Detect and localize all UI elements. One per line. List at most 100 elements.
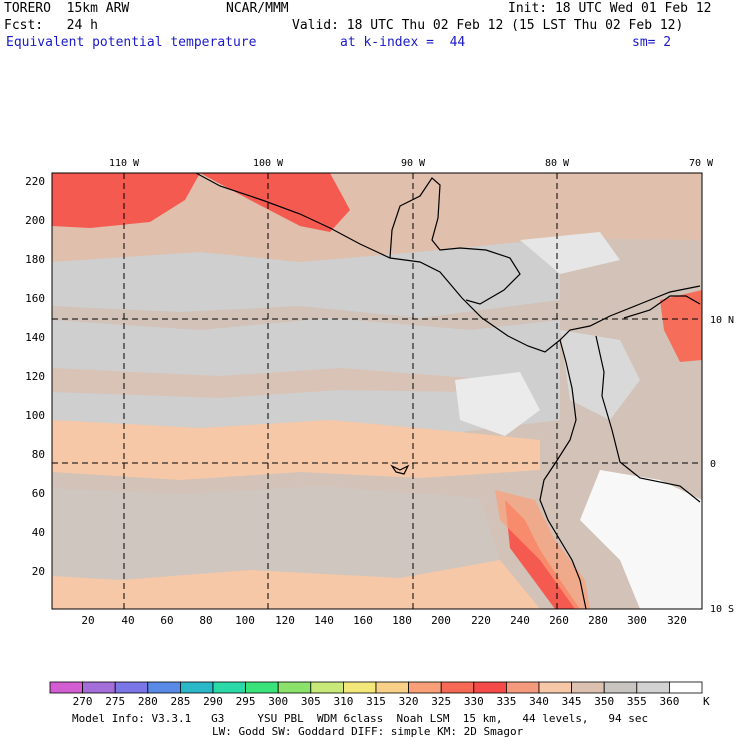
model-info-line1: Model Info: V3.3.1 G3 YSU PBL WDM 6class… — [72, 712, 649, 725]
smoothing-info: sm= 2 — [632, 35, 672, 50]
y-tick: 60 — [32, 487, 45, 500]
colorbar-label: 305 — [301, 695, 321, 708]
coast-venezuela — [623, 295, 701, 319]
colorbar-swatch — [179, 681, 214, 694]
lon-label-110w: 110 W — [109, 158, 140, 169]
hot-northwest — [52, 173, 200, 228]
colorbar-swatch — [147, 681, 181, 694]
colorbar-unit: K — [703, 695, 710, 708]
galapagos — [390, 464, 410, 475]
lat-label-0: 0 — [710, 459, 716, 470]
hot-mexico-coast — [200, 173, 350, 232]
colorbar-swatch — [538, 681, 572, 694]
lon-label-100w: 100 W — [253, 158, 284, 169]
pale-pacific — [455, 372, 540, 436]
x-tick: 100 — [235, 614, 255, 627]
lon-label-90w: 90 W — [401, 158, 426, 169]
y-tick: 100 — [25, 409, 45, 422]
valid-time: Valid: 18 UTC Thu 02 Feb 12 (15 LST Thu … — [292, 18, 684, 33]
hot-venezuela — [660, 290, 702, 362]
x-tick: 140 — [314, 614, 334, 627]
colorbar-swatch — [669, 681, 703, 694]
coast-south-america — [539, 339, 587, 609]
colorbar-label: 275 — [105, 695, 125, 708]
band-grey-1 — [52, 238, 560, 318]
y-tick: 220 — [25, 175, 45, 188]
warm-peru-coast — [495, 490, 590, 609]
x-tick: 260 — [549, 614, 569, 627]
colorbar-swatch — [342, 681, 377, 694]
forecast-hour: Fcst: 24 h — [4, 18, 98, 33]
colorbar-label: 330 — [464, 695, 484, 708]
colorbar-swatch — [636, 681, 670, 694]
colorbar-swatch — [82, 681, 116, 694]
colorbar-label: 340 — [529, 695, 549, 708]
colorbar-swatch — [277, 681, 312, 694]
y-tick: 200 — [25, 214, 45, 227]
colorbar-label: 310 — [333, 695, 353, 708]
lat-label-10s: 10 S — [710, 604, 734, 615]
x-tick: 40 — [121, 614, 134, 627]
colorbar-label: 355 — [627, 695, 647, 708]
x-tick: 200 — [431, 614, 451, 627]
x-tick-labels: 20 40 60 80 100 120 140 160 180 200 220 … — [81, 614, 687, 627]
pale-caribbean — [520, 232, 620, 274]
y-tick: 40 — [32, 526, 45, 539]
colorbar-label: 350 — [594, 695, 614, 708]
y-tick: 140 — [25, 331, 45, 344]
colorbar: 270 275 280 285 290 295 300 305 310 315 320 325 330 3… — [49, 681, 710, 708]
colorbar-swatch — [408, 681, 442, 694]
colorbar-swatch — [603, 681, 638, 694]
theta-e-field — [52, 173, 702, 609]
graticule — [52, 173, 702, 609]
colorbar-label: 360 — [659, 695, 679, 708]
pale-colombia — [560, 330, 640, 420]
x-tick: 320 — [667, 614, 687, 627]
lat-label-10n: 10 N — [710, 315, 734, 326]
colorbar-swatch — [571, 681, 605, 694]
band-peach-south — [52, 560, 540, 609]
colorbar-swatch — [440, 681, 475, 694]
colorbar-label: 280 — [138, 695, 158, 708]
lon-label-80w: 80 W — [545, 158, 570, 169]
x-tick: 280 — [588, 614, 608, 627]
x-tick: 20 — [81, 614, 94, 627]
x-tick: 120 — [275, 614, 295, 627]
coast-andes-border — [595, 335, 701, 503]
model-name: TORERO 15km ARW — [4, 1, 130, 16]
organization: NCAR/MMM — [226, 1, 289, 16]
x-tick: 160 — [353, 614, 373, 627]
band-peach-equator — [52, 420, 540, 480]
colorbar-swatch — [473, 681, 507, 694]
y-tick-labels: 220 200 180 160 140 120 100 80 60 40 20 — [25, 175, 45, 578]
colorbar-swatch — [375, 681, 409, 694]
level-info: at k-index = 44 — [340, 35, 466, 50]
x-tick: 180 — [392, 614, 412, 627]
colorbar-label: 335 — [496, 695, 516, 708]
colorbar-label: 300 — [268, 695, 288, 708]
model-info-line2: LW: Godd SW: Goddard DIFF: simple KM: 2D… — [212, 725, 524, 738]
colorbar-swatch — [212, 681, 246, 694]
colorbar-swatch — [245, 681, 279, 694]
init-time: Init: 18 UTC Wed 01 Feb 12 — [508, 1, 712, 16]
pale-amazon — [580, 470, 702, 609]
y-tick: 180 — [25, 253, 45, 266]
colorbar-label: 290 — [203, 695, 223, 708]
y-tick: 20 — [32, 565, 45, 578]
coast-yucatan — [389, 177, 521, 305]
y-tick: 80 — [32, 448, 45, 461]
colorbar-swatch — [310, 681, 344, 694]
field-name: Equivalent potential temperature — [6, 35, 257, 50]
band-tan-mid — [52, 368, 470, 398]
x-tick: 60 — [160, 614, 173, 627]
colorbar-swatch — [505, 681, 540, 694]
y-tick: 120 — [25, 370, 45, 383]
colorbar-swatch — [114, 681, 149, 694]
band-grey-south — [52, 486, 500, 580]
colorbar-label: 295 — [236, 695, 256, 708]
lon-label-70w: 70 W — [689, 158, 714, 169]
y-tick: 160 — [25, 292, 45, 305]
colorbar-swatch — [49, 681, 83, 694]
colorbar-label: 320 — [399, 695, 419, 708]
